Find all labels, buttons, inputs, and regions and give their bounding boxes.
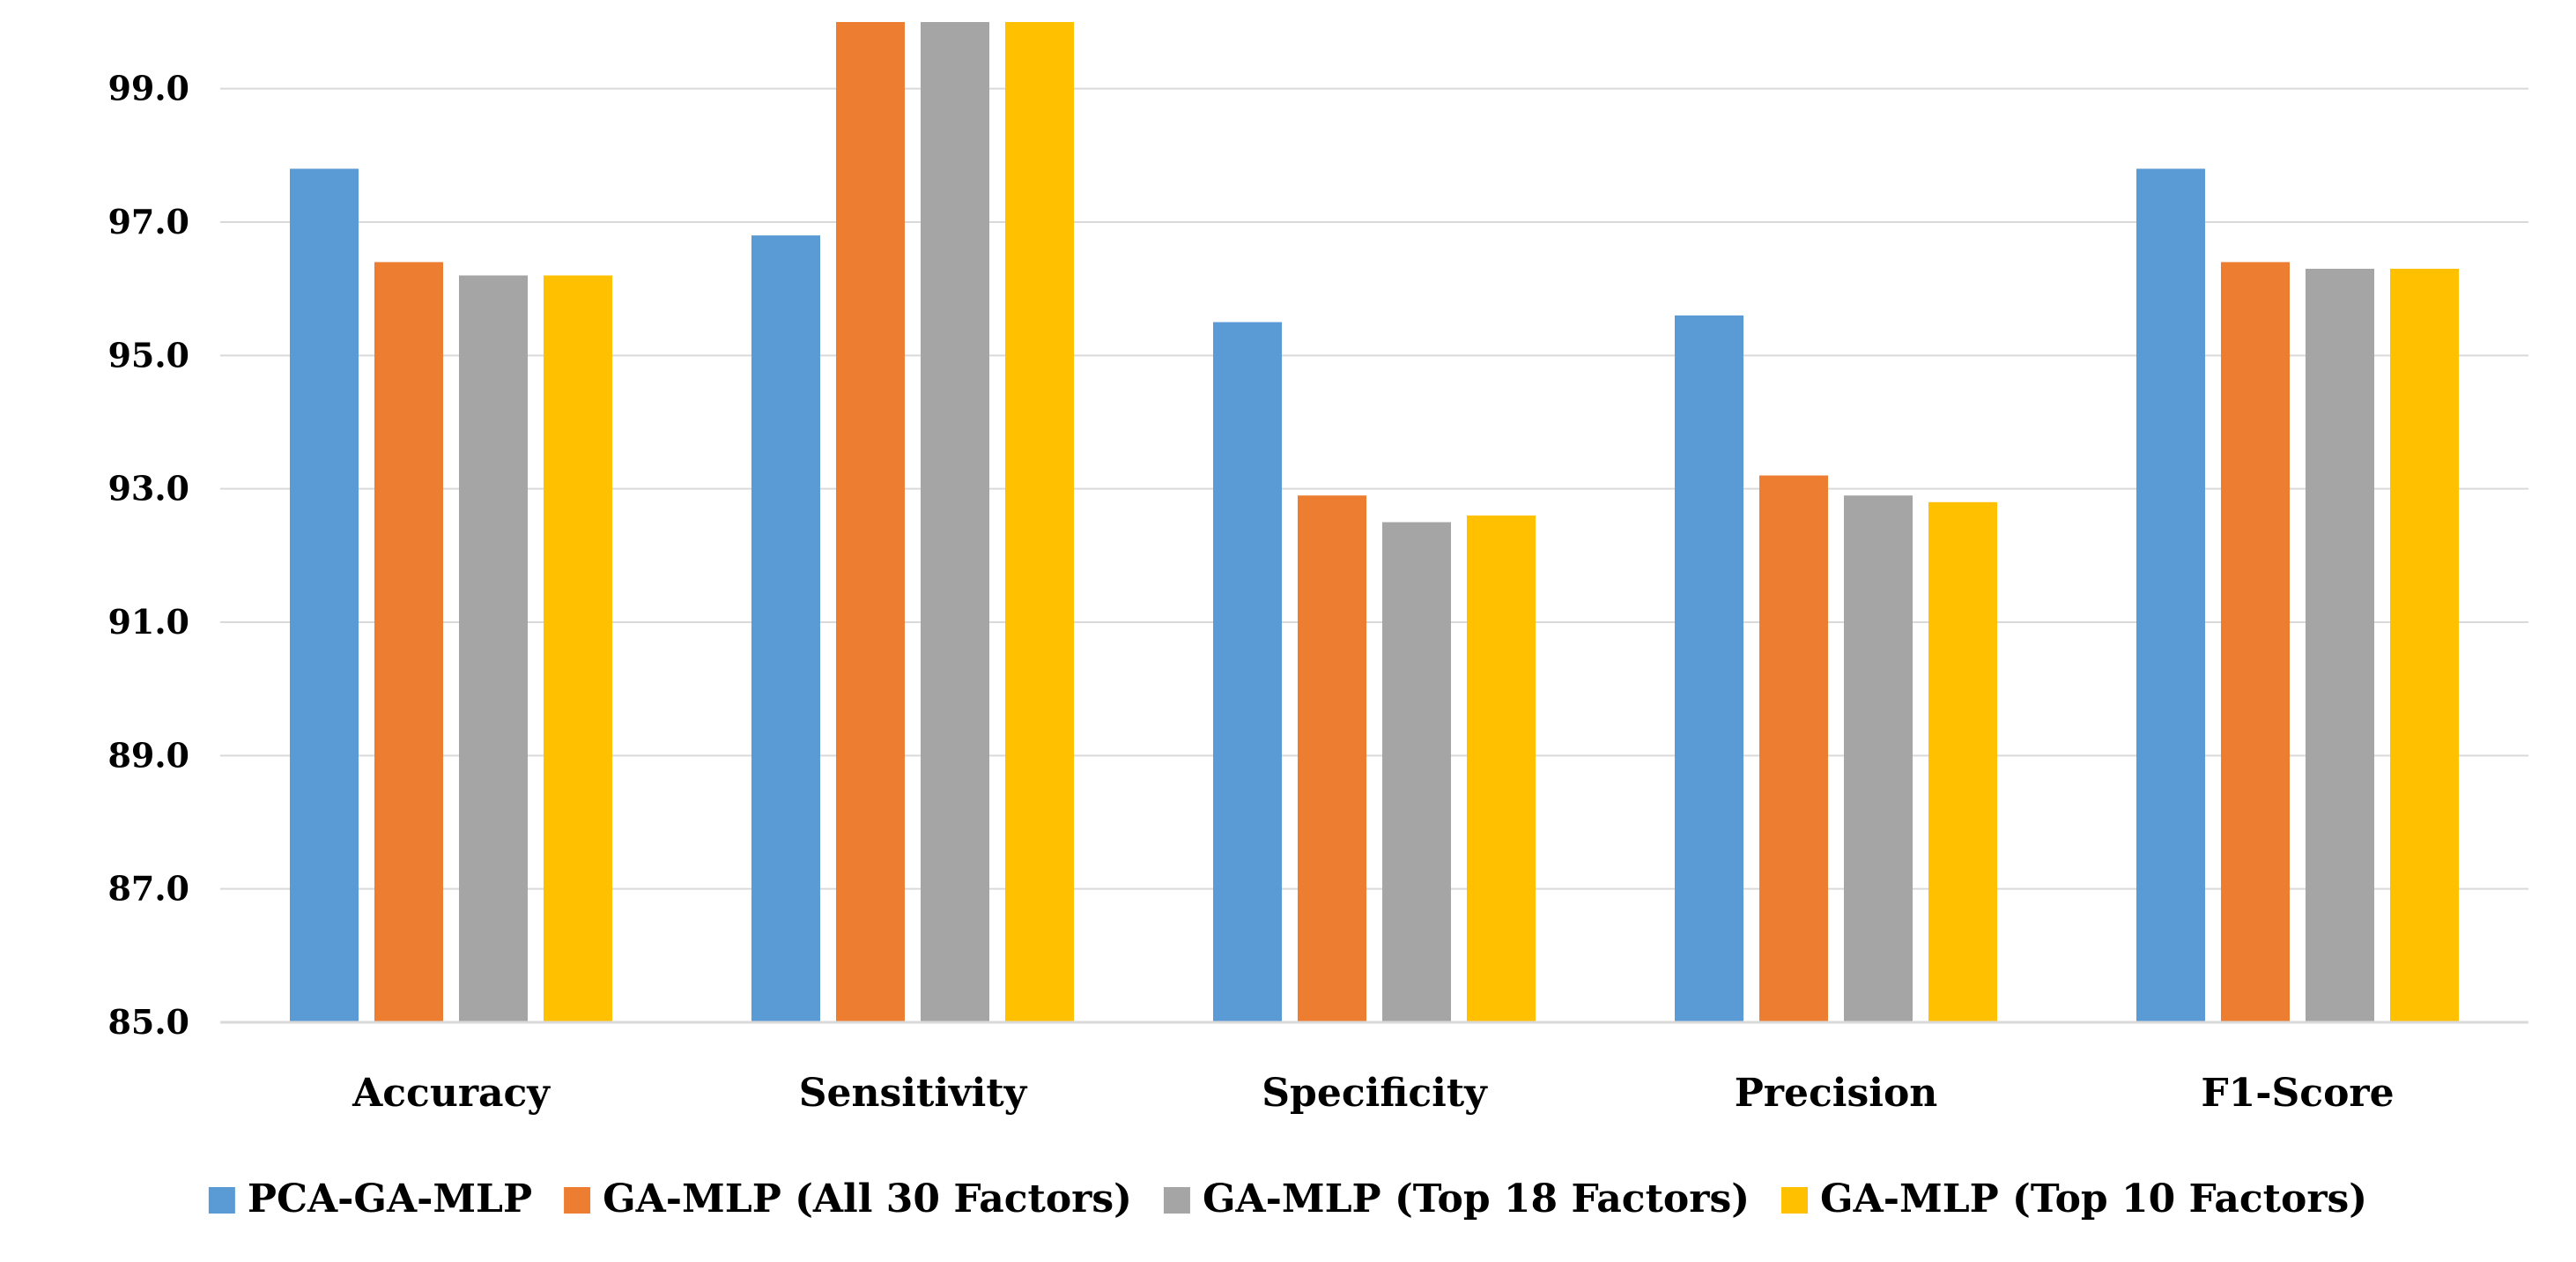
bar-accuracy-series-1 — [374, 262, 443, 1022]
x-category-label: Accuracy — [352, 1071, 551, 1116]
x-axis-category-labels: Accuracy Sensitivity Specificity Precision F… — [352, 1071, 2394, 1116]
y-tick-label: 85.0 — [107, 1002, 189, 1042]
bar-precision-series-1 — [1759, 475, 1828, 1022]
bar-precision-series-2 — [1844, 495, 1913, 1022]
y-tick-label: 91.0 — [107, 602, 189, 642]
legend-label: GA-MLP (All 30 Factors) — [603, 1177, 1132, 1221]
y-tick-label: 97.0 — [107, 202, 189, 241]
bar-f1-score-series-1 — [2221, 262, 2290, 1022]
bar-f1-score-series-0 — [2136, 168, 2205, 1022]
legend-swatch — [1163, 1187, 1190, 1214]
bar-specificity-series-0 — [1213, 322, 1282, 1022]
bar-sensitivity-series-2 — [921, 22, 989, 1022]
bar-precision-series-0 — [1675, 315, 1743, 1022]
legend-swatch — [208, 1187, 235, 1214]
x-category-label: Sensitivity — [799, 1071, 1028, 1116]
legend-label: PCA-GA-MLP — [248, 1177, 532, 1221]
y-tick-label: 99.0 — [107, 69, 189, 108]
x-category-label: Precision — [1735, 1071, 1938, 1116]
y-tick-label: 93.0 — [107, 469, 189, 509]
bar-sensitivity-series-3 — [1005, 22, 1074, 1022]
bar-accuracy-series-0 — [290, 168, 359, 1022]
bar-f1-score-series-3 — [2390, 268, 2459, 1022]
legend-item: GA-MLP (Top 10 Factors) — [1781, 1177, 2367, 1221]
bar-accuracy-series-3 — [544, 275, 612, 1022]
bar-specificity-series-3 — [1467, 515, 1536, 1022]
legend-item: PCA-GA-MLP — [208, 1177, 532, 1221]
bar-f1-score-series-2 — [2306, 268, 2374, 1022]
y-axis-tick-labels: 85.0 87.0 89.0 91.0 93.0 95.0 97.0 99.0 — [107, 69, 189, 1042]
legend-label: GA-MLP (Top 10 Factors) — [1820, 1177, 2367, 1221]
x-category-label: Specificity — [1262, 1071, 1488, 1116]
legend-swatch — [564, 1187, 591, 1214]
x-category-label: F1-Score — [2201, 1071, 2394, 1116]
bars — [290, 22, 2459, 1023]
bar-specificity-series-1 — [1298, 495, 1366, 1022]
legend-item: GA-MLP (All 30 Factors) — [564, 1177, 1132, 1221]
y-tick-label: 89.0 — [107, 735, 189, 775]
bar-specificity-series-2 — [1382, 522, 1451, 1022]
bar-precision-series-3 — [1928, 501, 1997, 1022]
legend-label: GA-MLP (Top 18 Factors) — [1203, 1177, 1750, 1221]
bar-accuracy-series-2 — [459, 275, 528, 1022]
legend: PCA-GA-MLP GA-MLP (All 30 Factors) GA-MLP … — [208, 1177, 2367, 1221]
y-tick-label: 87.0 — [107, 869, 189, 909]
bar-sensitivity-series-0 — [751, 235, 820, 1023]
legend-item: GA-MLP (Top 18 Factors) — [1163, 1177, 1750, 1221]
legend-swatch — [1781, 1187, 1809, 1214]
y-tick-label: 95.0 — [107, 335, 189, 375]
bar-sensitivity-series-1 — [836, 22, 905, 1022]
